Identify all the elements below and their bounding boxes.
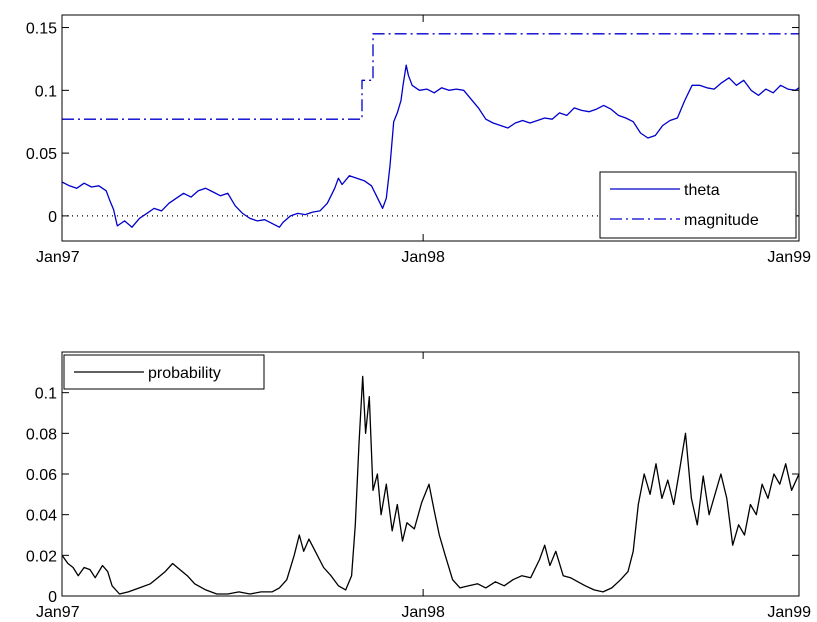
theta-magnitude-panel: 0 0.05 0.1 0.15 Jan97 Jan98 Jan99 theta magnitud…	[26, 14, 811, 266]
legend-label-magnitude: magnitude	[684, 212, 759, 229]
y-tick-label: 0.05	[26, 146, 57, 163]
y-tick-label: 0.15	[26, 21, 57, 38]
y-tick-label: 0.1	[35, 83, 57, 100]
x-tick-label: Jan99	[767, 249, 811, 266]
series-group	[62, 375, 799, 595]
legend: probability	[63, 354, 265, 390]
y-tick-label: 0	[48, 589, 57, 606]
series-line-magnitude	[62, 33, 799, 120]
y-tick-label: 0.1	[35, 386, 57, 403]
x-tick-label: Jan97	[36, 249, 80, 266]
legend-box	[599, 171, 797, 239]
y-tick-label: 0.08	[26, 426, 57, 443]
legend-label-theta: theta	[684, 182, 720, 199]
series-line-probability	[62, 375, 799, 595]
y-tick-label: 0	[48, 209, 57, 226]
axes-frame	[61, 14, 800, 242]
probability-panel: 0 0.02 0.04 0.06 0.08 0.1 Jan97 Jan98 Jan99 proba…	[26, 351, 811, 621]
series-line-theta	[62, 64, 799, 228]
y-tick-label: 0.02	[26, 548, 57, 565]
x-tick-label: Jan98	[401, 604, 445, 621]
x-tick-label: Jan97	[36, 604, 80, 621]
series-group	[62, 33, 799, 228]
plot-area	[62, 352, 799, 596]
x-tick-label: Jan99	[767, 604, 811, 621]
legend-label-probability: probability	[148, 365, 221, 382]
x-tick-label: Jan98	[401, 249, 445, 266]
legend: theta magnitude	[599, 171, 797, 239]
y-tick-label: 0.04	[26, 508, 57, 525]
y-tick-label: 0.06	[26, 467, 57, 484]
